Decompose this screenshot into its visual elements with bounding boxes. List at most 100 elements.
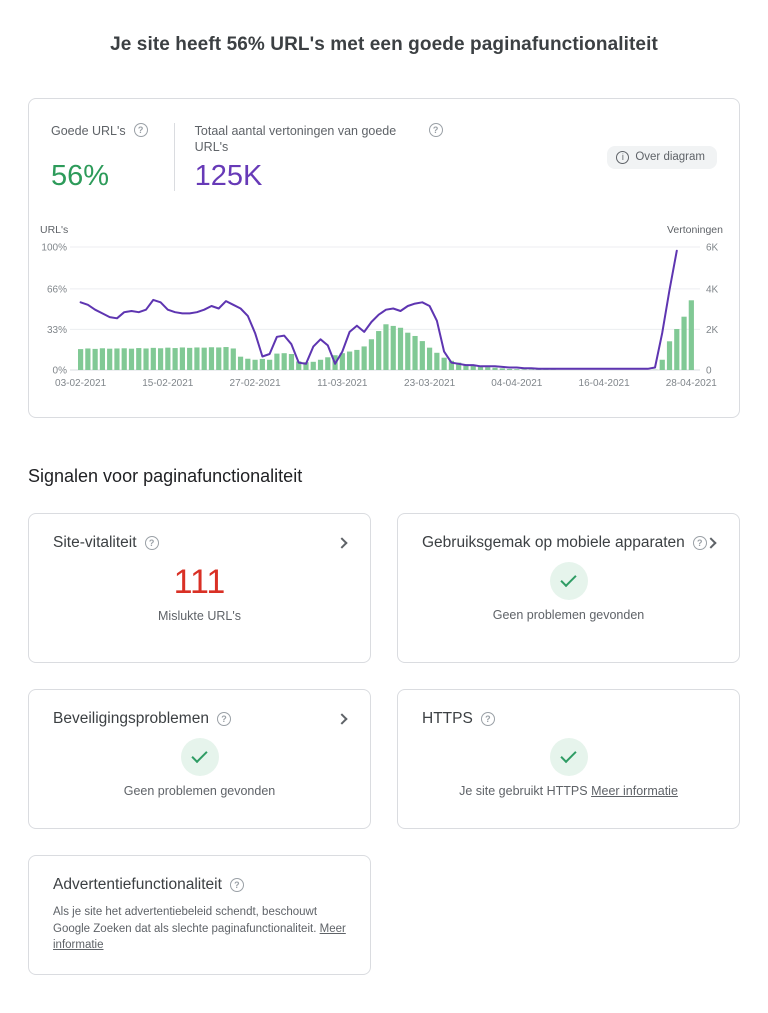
metric-good-urls: Goede URL's ? 56% <box>51 123 148 191</box>
card-body: 111 Mislukte URL's <box>53 564 346 623</box>
x-axis-tick: 23-03-2021 <box>404 378 456 389</box>
impressions-bar <box>492 368 497 370</box>
help-icon[interactable]: ? <box>145 536 159 550</box>
impressions-bar <box>107 349 112 370</box>
card-header: Beveiligingsproblemen ? <box>53 710 346 728</box>
chevron-right-icon[interactable] <box>336 537 347 548</box>
impressions-bar <box>347 352 352 370</box>
impressions-bar <box>122 348 127 370</box>
impressions-bar <box>500 368 505 370</box>
impressions-bar <box>100 348 105 370</box>
impressions-bar <box>209 347 214 370</box>
x-axis-tick: 04-04-2021 <box>491 378 543 389</box>
impressions-bar <box>114 348 119 370</box>
left-axis-tick: 100% <box>41 243 67 254</box>
metric-total-impressions-value: 125K <box>195 161 443 191</box>
signals-heading: Signalen voor paginafunctionaliteit <box>28 466 740 487</box>
https-caption: Je site gebruikt HTTPS Meer informatie <box>422 784 715 798</box>
chevron-right-icon[interactable] <box>705 537 716 548</box>
help-icon[interactable]: ? <box>481 712 495 726</box>
left-axis-tick: 33% <box>47 325 67 336</box>
check-circle-icon <box>181 738 219 776</box>
x-axis-tick: 28-04-2021 <box>666 378 718 389</box>
info-icon: i <box>616 151 629 164</box>
card-title: Gebruiksgemak op mobiele apparaten <box>422 534 685 552</box>
x-axis-tick: 15-02-2021 <box>142 378 194 389</box>
help-icon[interactable]: ? <box>429 123 443 137</box>
card-title: HTTPS <box>422 710 473 728</box>
impressions-bar <box>681 317 686 370</box>
status-caption: Geen problemen gevonden <box>53 784 346 798</box>
left-axis-tick: 0% <box>53 366 68 377</box>
help-icon[interactable]: ? <box>134 123 148 137</box>
metric-total-impressions: Totaal aantal vertoningen van goede URL'… <box>174 123 443 191</box>
right-axis-tick: 4K <box>706 284 719 295</box>
about-chart-button[interactable]: i Over diagram <box>607 146 717 169</box>
https-more-info-link[interactable]: Meer informatie <box>591 784 678 798</box>
card-core-web-vitals[interactable]: Site-vitaliteit ? 111 Mislukte URL's <box>28 513 371 663</box>
check-circle-icon <box>550 738 588 776</box>
left-axis-title: URL's <box>40 224 68 236</box>
impressions-bar <box>231 348 236 370</box>
card-title: Beveiligingsproblemen <box>53 710 209 728</box>
impressions-bar <box>318 360 323 370</box>
impressions-bar <box>376 331 381 370</box>
card-mobile-usability[interactable]: Gebruiksgemak op mobiele apparaten ? Gee… <box>397 513 740 663</box>
card-title: Site-vitaliteit <box>53 534 137 552</box>
impressions-bar <box>223 347 228 370</box>
help-icon[interactable]: ? <box>217 712 231 726</box>
help-icon[interactable]: ? <box>230 878 244 892</box>
impressions-bar <box>529 369 534 370</box>
impressions-bar <box>398 328 403 370</box>
summary-card: Goede URL's ? 56% Totaal aantal vertonin… <box>28 98 740 418</box>
impressions-bar <box>667 341 672 370</box>
impressions-bar <box>689 300 694 370</box>
impressions-bar <box>485 367 490 370</box>
right-axis-tick: 2K <box>706 325 719 336</box>
impressions-bar <box>507 369 512 370</box>
impressions-bar <box>420 341 425 370</box>
card-header: Site-vitaliteit ? <box>53 534 346 552</box>
impressions-bar <box>158 348 163 370</box>
impressions-bar <box>514 369 519 370</box>
card-header: HTTPS ? <box>422 710 715 728</box>
impressions-bar <box>412 336 417 370</box>
impressions-bar <box>194 347 199 370</box>
impressions-bar <box>354 350 359 370</box>
page-title: Je site heeft 56% URL's met een goede pa… <box>28 34 740 56</box>
status-caption: Geen problemen gevonden <box>422 608 715 622</box>
impressions-bar <box>325 357 330 370</box>
impressions-bar <box>173 348 178 370</box>
right-axis-tick: 0 <box>706 366 712 377</box>
impressions-bar <box>522 369 527 370</box>
card-body: Geen problemen gevonden <box>53 728 346 798</box>
impressions-bar <box>362 346 367 370</box>
summary-header: Goede URL's ? 56% Totaal aantal vertonin… <box>29 123 739 191</box>
impressions-bar <box>187 348 192 370</box>
impressions-bar <box>442 358 447 370</box>
failing-urls-count: 111 <box>53 564 346 601</box>
impressions-bar <box>427 348 432 370</box>
chevron-right-icon[interactable] <box>336 713 347 724</box>
left-axis-tick: 66% <box>47 284 67 295</box>
x-axis-tick: 11-03-2021 <box>317 378 368 389</box>
card-title: Advertentiefunctionaliteit <box>53 876 222 894</box>
impressions-bar <box>383 324 388 370</box>
card-ad-experience: Advertentiefunctionaliteit ? Als je site… <box>28 855 371 975</box>
impressions-bar <box>391 326 396 370</box>
impressions-bar <box>674 329 679 370</box>
check-circle-icon <box>550 562 588 600</box>
impressions-bar <box>85 348 90 370</box>
impressions-bar <box>260 359 265 370</box>
impressions-bar <box>289 354 294 370</box>
metric-total-impressions-label: Totaal aantal vertoningen van goede URL'… <box>195 123 421 156</box>
x-axis-tick: 16-04-2021 <box>579 378 631 389</box>
impressions-bar <box>180 347 185 370</box>
page-experience-report: Je site heeft 56% URL's met een goede pa… <box>0 34 768 1013</box>
card-header: Gebruiksgemak op mobiele apparaten ? <box>422 534 715 552</box>
card-https: HTTPS ? Je site gebruikt HTTPS Meer info… <box>397 689 740 829</box>
card-security-issues[interactable]: Beveiligingsproblemen ? Geen problemen g… <box>28 689 371 829</box>
impressions-bar <box>245 359 250 370</box>
impressions-bar <box>202 348 207 370</box>
impressions-bar <box>165 348 170 370</box>
